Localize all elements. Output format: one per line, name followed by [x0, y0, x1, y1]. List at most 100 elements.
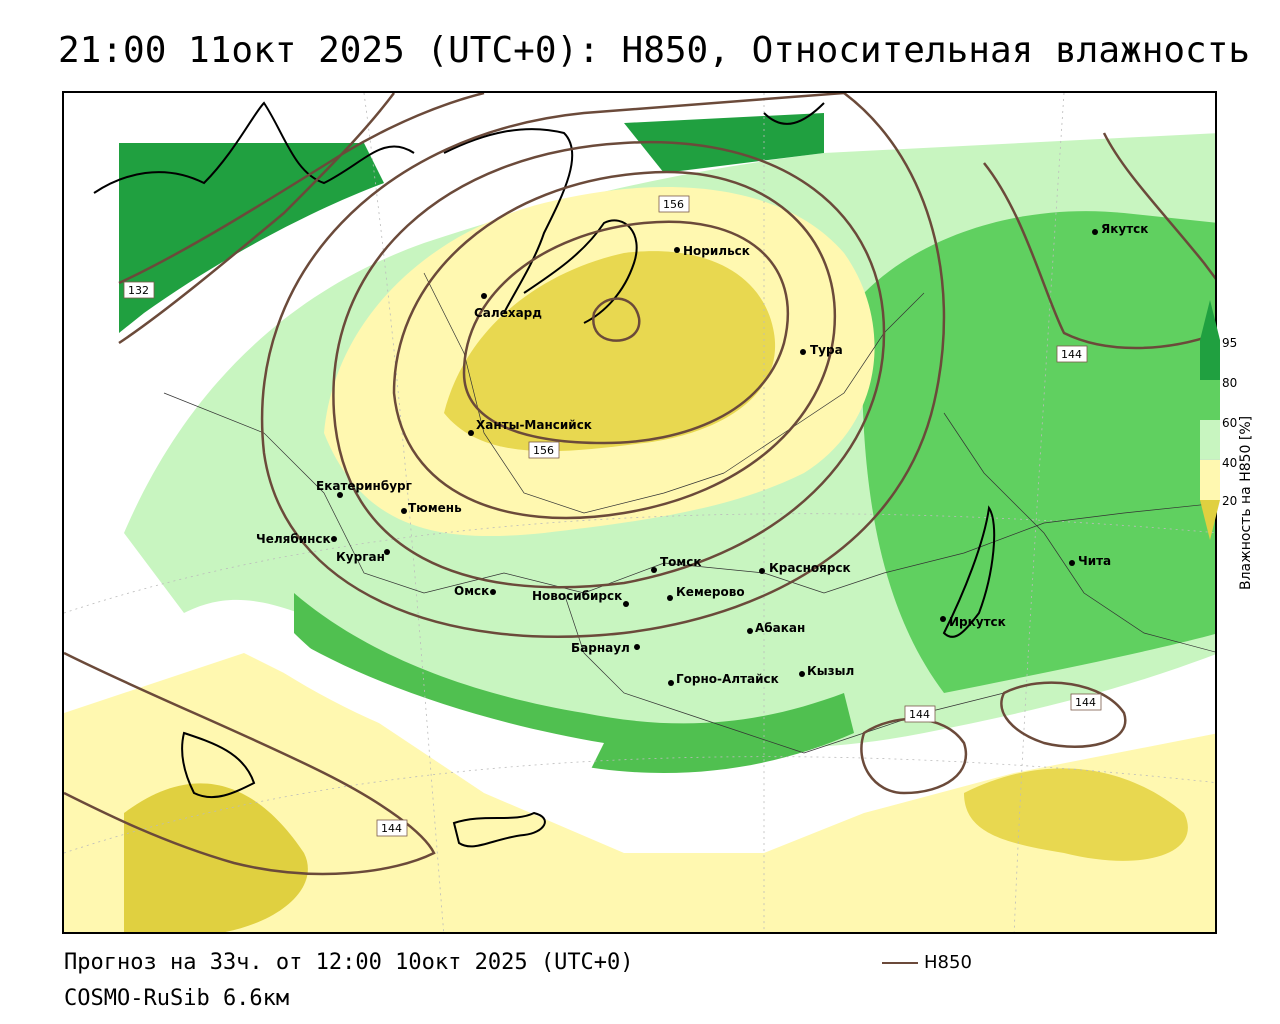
svg-text:Горно-Алтайск: Горно-Алтайск [676, 672, 779, 686]
svg-text:132: 132 [128, 284, 149, 297]
legend-label: H850 [924, 952, 972, 973]
svg-text:144: 144 [909, 708, 930, 721]
city-krasnoyarsk[interactable]: Красноярск [759, 561, 851, 575]
svg-text:156: 156 [663, 198, 684, 211]
city-norilsk[interactable]: Норильск [674, 244, 750, 258]
svg-text:144: 144 [381, 822, 402, 835]
wet-belt-south [294, 593, 854, 773]
contour-labels: 156 156 132 144 144 144 [123, 195, 1102, 837]
very-wet-northwest [119, 143, 384, 333]
cities: Норильск Якутск Салехард Тура Ханты-Манс… [256, 222, 1148, 686]
contour-144-east [983, 162, 1215, 350]
city-abakan[interactable]: Абакан [747, 621, 805, 635]
city-kyzyl[interactable]: Кызыл [799, 664, 854, 678]
legend-line-swatch [882, 961, 918, 964]
city-barnaul[interactable]: Барнаул [571, 641, 640, 655]
svg-text:Салехард: Салехард [474, 306, 542, 320]
city-tura[interactable]: Тура [800, 343, 843, 357]
svg-text:Ханты-Мансийск: Ханты-Мансийск [476, 418, 592, 432]
contour-label: 144 [376, 819, 408, 837]
model-info: COSMO-RuSib 6.6км [64, 986, 290, 1011]
city-kemerovo[interactable]: Кемерово [667, 585, 745, 601]
map-panel[interactable]: 156 156 132 144 144 144 [62, 91, 1217, 934]
city-novosibirsk[interactable]: Новосибирск [532, 589, 629, 607]
contour-label: 156 [528, 441, 560, 459]
svg-text:Омск: Омск [454, 584, 489, 598]
svg-text:Чита: Чита [1078, 554, 1111, 568]
svg-text:Кемерово: Кемерово [676, 585, 745, 599]
very-dry-core [444, 251, 776, 452]
contour-132 [118, 93, 485, 285]
contour-label: 156 [658, 195, 690, 213]
caspian-coast [181, 731, 256, 799]
svg-text:Новосибирск: Новосибирск [532, 589, 622, 603]
h850-contours [64, 93, 1215, 876]
balkhash-coast [452, 811, 546, 848]
svg-text:Абакан: Абакан [755, 621, 805, 635]
colorbar-bottom-triangle [1200, 500, 1220, 540]
svg-text:Красноярск: Красноярск [769, 561, 851, 575]
contour-west [118, 93, 395, 345]
svg-text:Якутск: Якутск [1101, 222, 1148, 236]
city-yakutsk[interactable]: Якутск [1092, 222, 1148, 236]
wet-belt-east [862, 211, 1215, 693]
svg-text:Тюмень: Тюмень [408, 501, 462, 515]
legend: H850 [882, 952, 972, 973]
colorbar-tick-40: 40 [1222, 456, 1238, 470]
humidity-field [64, 113, 1215, 932]
contour-156-small [592, 297, 641, 342]
map-canvas: 156 156 132 144 144 144 [64, 93, 1215, 932]
colorbar-title: Влажность на H850 [%] [1238, 415, 1254, 590]
svg-text:Томск: Томск [660, 555, 702, 569]
contour-inner-ring [392, 170, 837, 520]
baikal-coast [942, 505, 996, 638]
city-yekaterinburg[interactable]: Екатеринбург [316, 479, 412, 498]
city-chita[interactable]: Чита [1069, 554, 1111, 568]
contour-east-north [1102, 132, 1215, 280]
contour-156-inner [462, 220, 790, 445]
svg-text:Иркутск: Иркутск [949, 615, 1006, 629]
city-kurgan[interactable]: Курган [336, 549, 390, 564]
contour-label: 144 [904, 705, 936, 723]
contour-144-sw [64, 651, 436, 876]
svg-text:Екатеринбург: Екатеринбург [316, 479, 412, 493]
svg-text:Барнаул: Барнаул [571, 641, 630, 655]
forecast-info: Прогноз на 33ч. от 12:00 10окт 2025 (UTC… [64, 950, 634, 975]
colorbar-band-95 [1200, 340, 1220, 380]
city-irkutsk[interactable]: Иркутск [940, 615, 1006, 629]
city-chelyabinsk[interactable]: Челябинск [256, 532, 337, 546]
svg-text:Челябинск: Челябинск [256, 532, 331, 546]
colorbar-tick-20: 20 [1222, 494, 1238, 508]
colorbar-top-triangle [1200, 300, 1220, 340]
contour-label: 144 [1070, 693, 1102, 711]
humidity-colorbar [1200, 300, 1220, 540]
city-khanty-mansiysk[interactable]: Ханты-Мансийск [468, 418, 592, 436]
svg-text:Норильск: Норильск [683, 244, 750, 258]
neutral-gap-west [124, 253, 324, 413]
svg-text:144: 144 [1061, 348, 1082, 361]
contour-label: 132 [123, 281, 155, 299]
svg-text:Курган: Курган [336, 550, 385, 564]
svg-text:144: 144 [1075, 696, 1096, 709]
contour-label: 144 [1056, 345, 1088, 363]
city-tomsk[interactable]: Томск [651, 555, 702, 573]
contour-outer-ring [260, 93, 946, 638]
city-salekhard[interactable]: Салехард [474, 293, 542, 320]
city-tyumen[interactable]: Тюмень [401, 501, 462, 515]
dry-region-south [64, 653, 1215, 932]
map-title: 21:00 11окт 2025 (UTC+0): H850, Относите… [58, 30, 1251, 71]
svg-text:Тура: Тура [810, 343, 843, 357]
very-wet-north [624, 113, 824, 173]
svg-text:Кызыл: Кызыл [807, 664, 854, 678]
colorbar-tick-95: 95 [1222, 336, 1238, 350]
very-dry-region-south-east [964, 768, 1188, 861]
graticule [64, 93, 1215, 932]
neutral-gap-south [284, 633, 604, 783]
colorbar-band-60 [1200, 420, 1220, 460]
contour-middle-ring [332, 140, 886, 589]
city-omsk[interactable]: Омск [454, 584, 496, 598]
city-gorno-altaysk[interactable]: Горно-Алтайск [668, 672, 779, 686]
contour-144-far-se [1000, 681, 1127, 748]
svg-text:156: 156 [533, 444, 554, 457]
colorbar-tick-80: 80 [1222, 376, 1238, 390]
